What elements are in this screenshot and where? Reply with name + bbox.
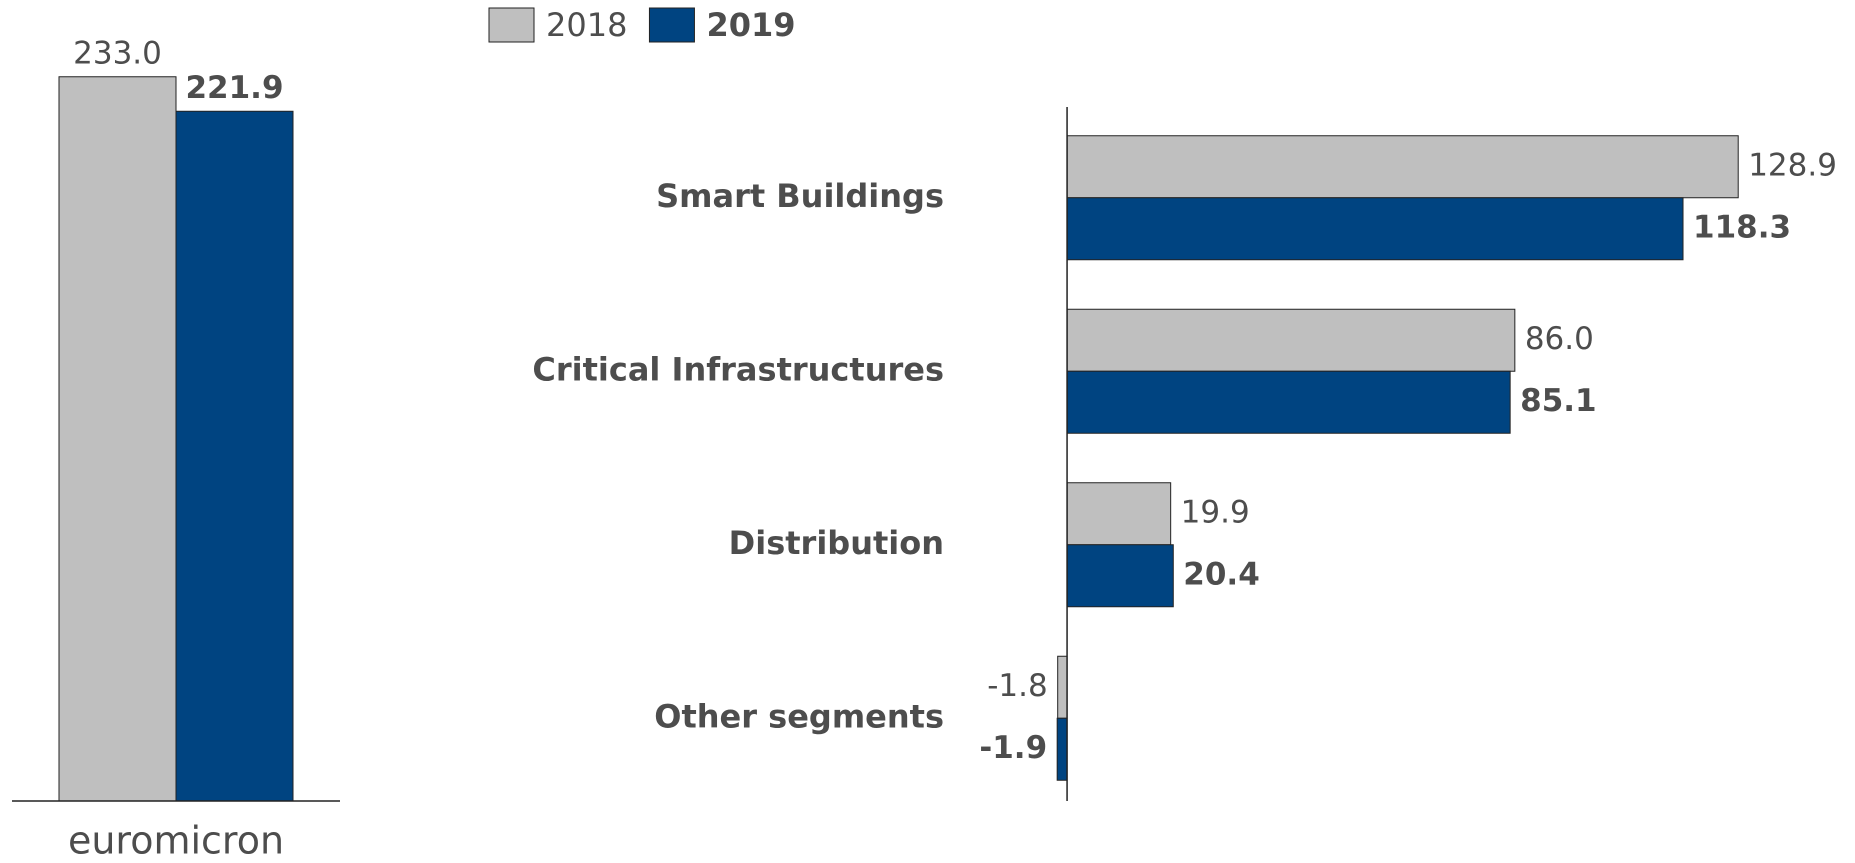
bar <box>1056 717 1068 781</box>
legend-swatch <box>488 7 535 43</box>
bar <box>1057 655 1068 719</box>
category-label: euromicron <box>68 819 284 860</box>
bar <box>1066 482 1172 546</box>
category-label: Other segments <box>654 697 944 735</box>
bar <box>1066 135 1739 199</box>
bar <box>1066 370 1511 434</box>
value-label: -1.9 <box>979 730 1047 766</box>
value-label: 86.0 <box>1525 321 1594 357</box>
bar <box>1066 197 1684 261</box>
value-label: 233.0 <box>73 35 162 71</box>
value-label: 128.9 <box>1748 147 1837 183</box>
legend-label: 2019 <box>706 6 795 44</box>
value-label: 118.3 <box>1693 209 1791 245</box>
legend-label: 2018 <box>546 6 627 44</box>
bar <box>58 76 177 802</box>
category-label: Smart Buildings <box>656 177 944 215</box>
category-label: Critical Infrastructures <box>532 350 944 388</box>
value-label: -1.8 <box>987 668 1048 704</box>
value-label: 20.4 <box>1183 556 1260 592</box>
bar <box>175 110 294 802</box>
bar <box>1066 308 1516 372</box>
value-label: 85.1 <box>1520 383 1597 419</box>
value-label: 221.9 <box>185 70 283 106</box>
category-label: Distribution <box>729 524 944 562</box>
value-label: 19.9 <box>1181 494 1250 530</box>
bar <box>1066 544 1174 608</box>
legend-swatch <box>648 7 695 43</box>
